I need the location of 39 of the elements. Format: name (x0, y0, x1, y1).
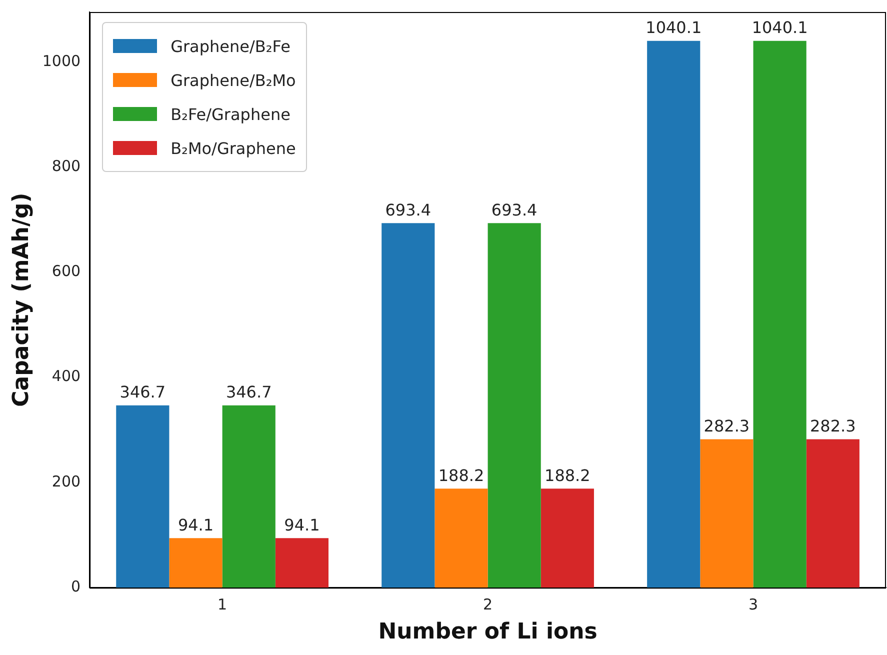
data-label: 94.1 (178, 515, 214, 534)
data-label: 94.1 (284, 515, 320, 534)
y-tick-label: 200 (52, 472, 81, 490)
x-axis-title: Number of Li ions (378, 620, 598, 645)
legend-label: Graphene/B₂Mo (170, 70, 296, 90)
data-label: 1040.1 (646, 18, 702, 38)
legend-label: B₂Mo/Graphene (170, 138, 296, 158)
data-label: 188.2 (544, 466, 590, 485)
legend-label: B₂Fe/Graphene (170, 104, 290, 124)
bar (488, 223, 541, 588)
bar (647, 40, 700, 588)
x-tick-label: 2 (483, 595, 493, 614)
x-tick-label: 1 (218, 595, 228, 614)
y-tick-label: 1000 (42, 52, 81, 70)
bar (382, 223, 435, 588)
legend-label: Graphene/B₂Fe (170, 36, 290, 56)
data-label: 346.7 (120, 382, 166, 402)
y-tick-label: 600 (52, 262, 81, 280)
y-axis-title: Capacity (mAh/g) (8, 192, 34, 407)
bar (222, 405, 276, 588)
y-tick-label: 400 (52, 367, 81, 386)
bar (806, 439, 860, 588)
data-label: 693.4 (491, 200, 538, 220)
data-label: 282.3 (704, 416, 750, 436)
bar (116, 405, 170, 588)
y-tick-label: 0 (71, 577, 81, 596)
bar (434, 488, 488, 588)
bar (753, 40, 806, 588)
x-tick-label: 3 (748, 595, 758, 614)
bar (700, 439, 754, 588)
bar (169, 538, 222, 588)
bar (540, 488, 594, 588)
y-tick-label: 800 (52, 156, 81, 175)
data-label: 1040.1 (752, 18, 808, 38)
bar (275, 538, 328, 588)
data-label: 282.3 (810, 416, 856, 436)
data-label: 188.2 (438, 466, 484, 485)
data-label: 346.7 (226, 382, 272, 402)
data-label: 693.4 (385, 200, 432, 220)
